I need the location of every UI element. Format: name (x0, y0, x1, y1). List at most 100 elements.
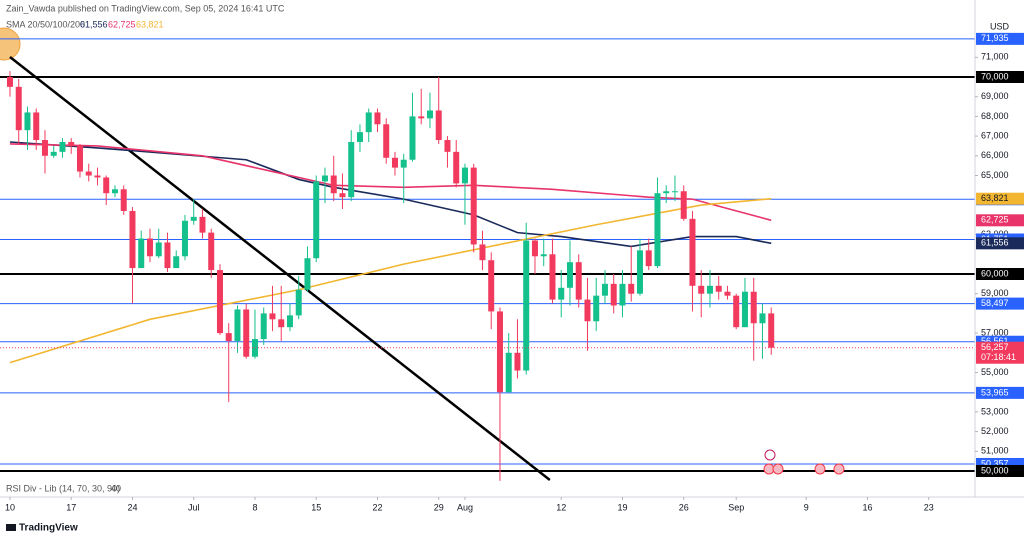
level-label: 70,000 (981, 71, 1009, 81)
candle-body (278, 319, 285, 328)
candle-body (523, 240, 530, 371)
x-tick-label: 26 (679, 502, 689, 512)
candle-body (435, 110, 442, 141)
candle-body (593, 295, 600, 322)
candle-body (304, 258, 311, 290)
brand-logo: TradingView (6, 523, 78, 534)
candle-body (470, 167, 477, 245)
x-tick-label: Aug (457, 502, 473, 512)
level-label-box (976, 386, 1024, 399)
candle-body (531, 240, 538, 257)
level-label: 56,561 (981, 336, 1009, 346)
candle-body (41, 140, 48, 156)
candle-body (715, 285, 722, 292)
candle-body (619, 283, 626, 306)
candle-body (208, 232, 215, 271)
candle-body (444, 140, 451, 152)
candle-body (225, 333, 232, 341)
candle-body (146, 238, 153, 257)
candle-body (566, 262, 573, 288)
candle-body (313, 181, 320, 259)
candle-body (453, 151, 460, 184)
y-tick-label: 59,000 (981, 288, 1009, 298)
candle-body (663, 191, 670, 194)
x-tick-label: 15 (311, 502, 321, 512)
drawing-circle (0, 27, 21, 61)
level-label-box (976, 464, 1024, 477)
candle-body (59, 142, 66, 152)
candle-body (409, 116, 416, 160)
candle-body (558, 287, 565, 300)
candle-body (173, 256, 180, 269)
candle-body (391, 157, 398, 168)
candle-body (418, 116, 425, 119)
candle-body (348, 142, 355, 198)
candle-body (85, 171, 92, 176)
indicator-value: 61,556 (80, 19, 108, 29)
candle-body (479, 244, 486, 261)
event-icons (763, 449, 845, 475)
plot-area (0, 38, 975, 481)
candle-body (505, 352, 512, 393)
candle-body (260, 313, 267, 340)
last-price-label: 56,257 (981, 342, 1009, 352)
candle-body (94, 175, 101, 178)
y-tick-label: 53,000 (981, 406, 1009, 416)
x-tick-label: 22 (372, 502, 382, 512)
candle-body (400, 159, 407, 168)
x-tick-label: Jul (188, 502, 200, 512)
x-tick-label: 17 (66, 502, 76, 512)
candle-body (24, 112, 31, 131)
rsi-legend: RSI Div - Lib (14, 70, 30, 90) (6, 483, 120, 493)
sma-label-box (976, 214, 1024, 227)
x-tick-label: 10 (5, 502, 15, 512)
candle-body (356, 132, 363, 143)
candle-body (138, 238, 145, 269)
candle-body (190, 216, 197, 221)
currency: USD (990, 21, 1010, 31)
candle-body (461, 167, 468, 184)
y-tick-label: 69,000 (981, 91, 1009, 101)
x-tick-label: 19 (617, 502, 627, 512)
candle-body (339, 193, 346, 198)
x-tick-label: 16 (862, 502, 872, 512)
candle-body (689, 218, 696, 286)
candle-body (514, 352, 521, 371)
candle-body (610, 283, 617, 306)
candle-body (374, 112, 381, 125)
brand: TradingView (19, 523, 78, 534)
y-tick-label: 57,000 (981, 327, 1009, 337)
countdown: 07:18:41 (981, 352, 1016, 362)
candle-body (741, 291, 748, 328)
candle-body (724, 291, 731, 296)
level-label: 50,000 (981, 465, 1009, 475)
level-label: 53,965 (981, 387, 1009, 397)
candle-body (120, 189, 127, 211)
level-label: 60,000 (981, 268, 1009, 278)
x-tick-label: 29 (434, 502, 444, 512)
candle-body (76, 145, 83, 172)
candle-body (750, 291, 757, 324)
candle-body (234, 309, 241, 341)
candle-body (698, 285, 705, 294)
candle-body (496, 311, 503, 393)
candle-body (654, 193, 661, 267)
candle-body (733, 295, 740, 328)
y-tick-label: 66,000 (981, 150, 1009, 160)
candle-body (671, 191, 678, 193)
level-label-box (976, 297, 1024, 310)
candle-body (706, 285, 713, 294)
candle-body (628, 283, 635, 294)
level-label: 50,357 (981, 458, 1009, 468)
y-tick-label: 55,000 (981, 367, 1009, 377)
last-price-box (976, 341, 1024, 364)
y-tick-label: 51,000 (981, 446, 1009, 456)
candle-body (155, 242, 162, 257)
level-label-box (976, 32, 1024, 45)
candle-body (181, 220, 188, 257)
level-label: 71,935 (981, 33, 1009, 43)
candle-body (680, 191, 687, 219)
x-tick-label: 9 (804, 502, 809, 512)
